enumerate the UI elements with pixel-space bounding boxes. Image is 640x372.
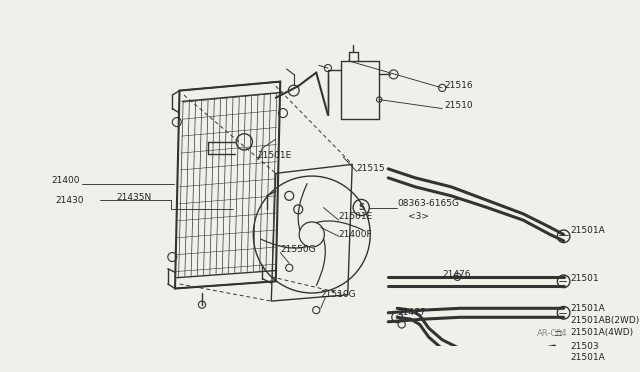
Text: <3>: <3> (408, 212, 429, 221)
Text: 21435N: 21435N (116, 193, 152, 202)
Text: 21501A: 21501A (570, 227, 605, 235)
Text: 21400F: 21400F (339, 230, 372, 239)
Text: 08363-6165G: 08363-6165G (397, 199, 460, 208)
Text: 21477: 21477 (397, 308, 426, 317)
Text: 21400: 21400 (51, 176, 79, 185)
Text: 21430: 21430 (56, 196, 84, 205)
Text: 21550G: 21550G (280, 245, 316, 254)
Text: 21515: 21515 (356, 164, 385, 173)
Text: 21501: 21501 (570, 274, 598, 283)
Text: 21510: 21510 (444, 102, 472, 110)
Text: 21501A: 21501A (570, 353, 605, 362)
Text: 21476: 21476 (442, 270, 470, 279)
Text: 21510G: 21510G (321, 290, 356, 299)
Text: 21503: 21503 (570, 341, 598, 350)
Text: 21501E: 21501E (258, 151, 292, 160)
Text: 21501A: 21501A (570, 304, 605, 313)
Text: 21516: 21516 (444, 81, 472, 90)
Text: S: S (358, 203, 364, 212)
Text: 21501A(4WD): 21501A(4WD) (570, 328, 633, 337)
Text: 21501E: 21501E (339, 212, 373, 221)
Text: 21501AB(2WD): 21501AB(2WD) (570, 316, 639, 326)
Text: AR-C04: AR-C04 (536, 329, 567, 338)
